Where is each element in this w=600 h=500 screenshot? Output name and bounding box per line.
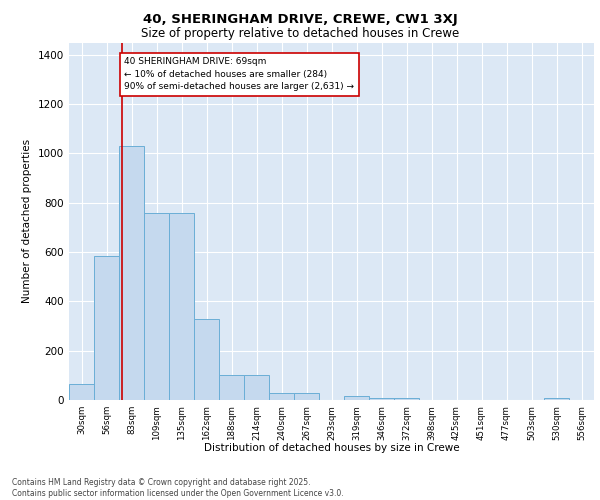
Bar: [69, 384, 94, 400]
Bar: [219, 376, 244, 400]
Bar: [394, 398, 419, 400]
Text: Size of property relative to detached houses in Crewe: Size of property relative to detached ho…: [141, 28, 459, 40]
Bar: [369, 398, 394, 400]
Bar: [194, 318, 219, 400]
Bar: [269, 392, 294, 400]
Bar: [144, 212, 169, 400]
Y-axis label: Number of detached properties: Number of detached properties: [22, 139, 32, 304]
Bar: [169, 212, 194, 400]
Bar: [244, 376, 269, 400]
Text: 40, SHERINGHAM DRIVE, CREWE, CW1 3XJ: 40, SHERINGHAM DRIVE, CREWE, CW1 3XJ: [143, 12, 457, 26]
Text: 40 SHERINGHAM DRIVE: 69sqm
← 10% of detached houses are smaller (284)
90% of sem: 40 SHERINGHAM DRIVE: 69sqm ← 10% of deta…: [125, 58, 355, 92]
Bar: [294, 392, 319, 400]
Bar: [544, 398, 569, 400]
Bar: [94, 256, 119, 400]
Text: Contains HM Land Registry data © Crown copyright and database right 2025.
Contai: Contains HM Land Registry data © Crown c…: [12, 478, 344, 498]
Bar: [344, 396, 369, 400]
X-axis label: Distribution of detached houses by size in Crewe: Distribution of detached houses by size …: [203, 442, 460, 452]
Bar: [119, 146, 144, 400]
